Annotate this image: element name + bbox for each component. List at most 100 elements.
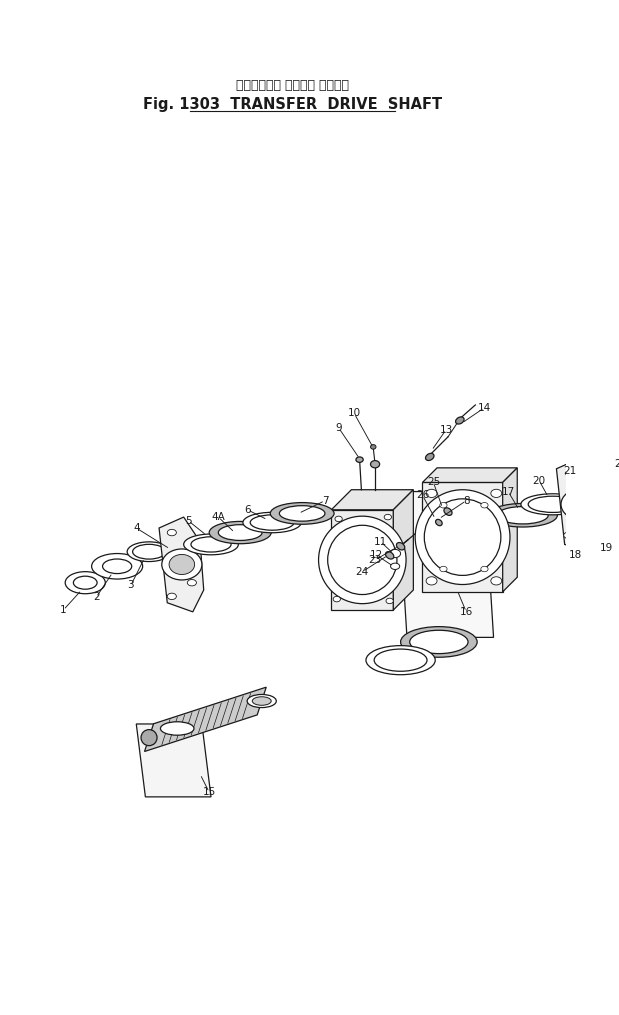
Text: 14: 14 bbox=[478, 403, 491, 413]
Polygon shape bbox=[423, 468, 517, 482]
Ellipse shape bbox=[497, 506, 548, 524]
Ellipse shape bbox=[371, 445, 376, 450]
Polygon shape bbox=[144, 687, 266, 751]
Polygon shape bbox=[423, 482, 503, 592]
Text: 25: 25 bbox=[426, 477, 440, 487]
Text: 2: 2 bbox=[93, 593, 100, 602]
Text: 11: 11 bbox=[374, 537, 387, 547]
Ellipse shape bbox=[188, 543, 196, 549]
Ellipse shape bbox=[389, 549, 400, 557]
Ellipse shape bbox=[271, 502, 334, 525]
Ellipse shape bbox=[366, 646, 435, 675]
Ellipse shape bbox=[243, 513, 301, 533]
Ellipse shape bbox=[439, 502, 447, 508]
Ellipse shape bbox=[184, 534, 238, 555]
Ellipse shape bbox=[374, 649, 427, 671]
Polygon shape bbox=[393, 489, 413, 610]
Ellipse shape bbox=[591, 485, 619, 501]
Text: Fig. 1303  TRANSFER  DRIVE  SHAFT: Fig. 1303 TRANSFER DRIVE SHAFT bbox=[142, 96, 442, 112]
Ellipse shape bbox=[319, 517, 406, 604]
Ellipse shape bbox=[92, 553, 142, 579]
Text: 5: 5 bbox=[185, 516, 191, 526]
Ellipse shape bbox=[386, 552, 394, 559]
Ellipse shape bbox=[209, 522, 271, 544]
Ellipse shape bbox=[371, 461, 379, 468]
Polygon shape bbox=[556, 458, 601, 552]
Ellipse shape bbox=[253, 696, 271, 705]
Ellipse shape bbox=[426, 489, 437, 497]
Ellipse shape bbox=[279, 505, 325, 521]
Ellipse shape bbox=[521, 493, 585, 515]
Text: 21: 21 bbox=[563, 467, 577, 476]
Ellipse shape bbox=[587, 484, 597, 490]
Ellipse shape bbox=[250, 515, 294, 530]
Text: 22: 22 bbox=[615, 459, 619, 469]
Ellipse shape bbox=[586, 541, 595, 548]
Polygon shape bbox=[331, 510, 393, 610]
Ellipse shape bbox=[444, 508, 452, 516]
Ellipse shape bbox=[169, 554, 194, 574]
Ellipse shape bbox=[491, 489, 502, 497]
Ellipse shape bbox=[439, 566, 447, 571]
Polygon shape bbox=[159, 517, 204, 612]
Text: 12: 12 bbox=[370, 550, 384, 560]
Ellipse shape bbox=[481, 566, 488, 571]
Ellipse shape bbox=[335, 517, 342, 522]
Ellipse shape bbox=[415, 489, 510, 585]
Ellipse shape bbox=[488, 503, 557, 527]
Text: 3: 3 bbox=[128, 581, 134, 591]
Ellipse shape bbox=[384, 515, 391, 520]
Text: 18: 18 bbox=[569, 550, 582, 560]
Text: 10: 10 bbox=[347, 408, 361, 418]
Ellipse shape bbox=[561, 489, 601, 520]
Ellipse shape bbox=[167, 593, 176, 600]
Ellipse shape bbox=[219, 525, 262, 540]
Text: 7: 7 bbox=[322, 495, 328, 505]
Ellipse shape bbox=[436, 520, 442, 526]
Ellipse shape bbox=[425, 454, 434, 461]
Ellipse shape bbox=[391, 563, 400, 569]
Ellipse shape bbox=[491, 577, 502, 585]
Ellipse shape bbox=[74, 577, 97, 590]
Ellipse shape bbox=[611, 473, 619, 491]
Ellipse shape bbox=[160, 722, 194, 735]
Polygon shape bbox=[331, 489, 413, 510]
Ellipse shape bbox=[132, 544, 165, 559]
Polygon shape bbox=[398, 491, 493, 637]
Text: 23: 23 bbox=[368, 555, 382, 565]
Text: トランスファ ドライブ シャフト: トランスファ ドライブ シャフト bbox=[236, 79, 348, 92]
Text: 9: 9 bbox=[335, 423, 342, 432]
Ellipse shape bbox=[617, 476, 619, 489]
Polygon shape bbox=[136, 724, 211, 797]
Ellipse shape bbox=[396, 543, 405, 550]
Ellipse shape bbox=[356, 457, 363, 463]
Ellipse shape bbox=[191, 537, 231, 552]
Text: 16: 16 bbox=[459, 607, 473, 617]
Text: 13: 13 bbox=[439, 424, 452, 434]
Ellipse shape bbox=[333, 597, 340, 602]
Text: 1: 1 bbox=[60, 605, 67, 615]
Text: 24: 24 bbox=[356, 566, 369, 577]
Ellipse shape bbox=[424, 498, 501, 576]
Text: 19: 19 bbox=[600, 543, 613, 553]
Ellipse shape bbox=[456, 417, 464, 424]
Text: 8: 8 bbox=[463, 495, 470, 505]
Text: 15: 15 bbox=[202, 788, 216, 798]
Text: 26: 26 bbox=[416, 490, 429, 500]
Text: 6: 6 bbox=[244, 504, 251, 515]
Ellipse shape bbox=[103, 559, 132, 573]
Ellipse shape bbox=[167, 530, 176, 536]
Text: 17: 17 bbox=[501, 486, 515, 496]
Ellipse shape bbox=[528, 496, 578, 513]
Ellipse shape bbox=[564, 532, 573, 539]
Ellipse shape bbox=[400, 626, 477, 658]
Ellipse shape bbox=[65, 571, 105, 594]
Text: 20: 20 bbox=[532, 476, 546, 485]
Ellipse shape bbox=[188, 580, 196, 586]
Ellipse shape bbox=[426, 577, 437, 585]
Polygon shape bbox=[503, 468, 517, 592]
Ellipse shape bbox=[327, 526, 397, 595]
Ellipse shape bbox=[585, 483, 619, 504]
Ellipse shape bbox=[247, 694, 276, 707]
Ellipse shape bbox=[141, 730, 157, 746]
